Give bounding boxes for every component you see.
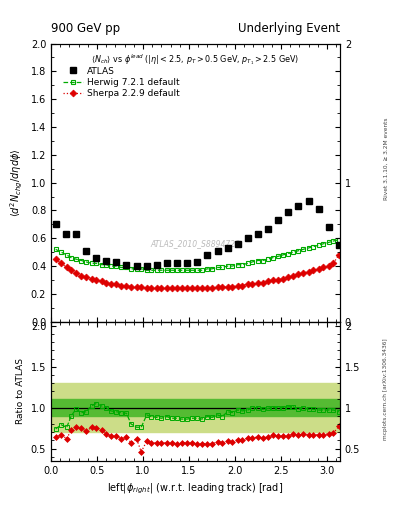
Bar bbox=[51, 383, 340, 432]
Text: ATLAS_2010_S8894728: ATLAS_2010_S8894728 bbox=[151, 239, 241, 248]
ATLAS bbox=[296, 203, 301, 209]
ATLAS bbox=[266, 225, 270, 231]
ATLAS bbox=[195, 259, 200, 265]
ATLAS bbox=[84, 248, 88, 254]
Herwig 7.2.1 default bbox=[336, 237, 341, 243]
ATLAS bbox=[124, 262, 129, 268]
ATLAS bbox=[73, 231, 78, 237]
ATLAS bbox=[144, 263, 149, 269]
Y-axis label: $\langle d^2 N_{chg}/d\eta d\phi \rangle$: $\langle d^2 N_{chg}/d\eta d\phi \rangle… bbox=[9, 148, 25, 217]
ATLAS bbox=[205, 252, 210, 258]
Text: 900 GeV pp: 900 GeV pp bbox=[51, 22, 120, 35]
Herwig 7.2.1 default bbox=[179, 267, 184, 273]
ATLAS bbox=[165, 260, 169, 266]
Y-axis label: Ratio to ATLAS: Ratio to ATLAS bbox=[16, 358, 25, 424]
Herwig 7.2.1 default bbox=[69, 254, 73, 261]
ATLAS bbox=[53, 221, 58, 227]
Herwig 7.2.1 default bbox=[129, 266, 134, 272]
Sherpa 2.2.9 default bbox=[336, 252, 341, 258]
X-axis label: left$|\phi_{right}|$ (w.r.t. leading track) [rad]: left$|\phi_{right}|$ (w.r.t. leading tra… bbox=[107, 481, 284, 496]
Text: mcplots.cern.ch [arXiv:1306.3436]: mcplots.cern.ch [arXiv:1306.3436] bbox=[384, 338, 388, 440]
ATLAS bbox=[235, 241, 240, 247]
ATLAS bbox=[306, 198, 311, 204]
Line: ATLAS: ATLAS bbox=[53, 198, 342, 269]
Sherpa 2.2.9 default bbox=[255, 280, 260, 286]
ATLAS bbox=[154, 262, 159, 268]
Sherpa 2.2.9 default bbox=[69, 267, 73, 273]
Sherpa 2.2.9 default bbox=[250, 281, 255, 287]
Herwig 7.2.1 default bbox=[250, 259, 255, 265]
Herwig 7.2.1 default bbox=[255, 258, 260, 264]
ATLAS bbox=[104, 258, 108, 264]
Sherpa 2.2.9 default bbox=[53, 256, 58, 262]
ATLAS bbox=[316, 206, 321, 212]
ATLAS bbox=[327, 224, 331, 230]
Text: Underlying Event: Underlying Event bbox=[238, 22, 340, 35]
Sherpa 2.2.9 default bbox=[129, 284, 134, 290]
ATLAS bbox=[246, 235, 250, 241]
ATLAS bbox=[134, 263, 139, 269]
ATLAS bbox=[175, 260, 180, 266]
Line: Sherpa 2.2.9 default: Sherpa 2.2.9 default bbox=[53, 252, 341, 291]
ATLAS bbox=[114, 259, 119, 265]
ATLAS bbox=[286, 209, 291, 215]
Herwig 7.2.1 default bbox=[144, 267, 149, 273]
Sherpa 2.2.9 default bbox=[64, 264, 69, 270]
ATLAS bbox=[94, 254, 99, 261]
ATLAS bbox=[276, 217, 281, 223]
Sherpa 2.2.9 default bbox=[144, 285, 149, 291]
ATLAS bbox=[255, 231, 260, 237]
Herwig 7.2.1 default bbox=[64, 252, 69, 258]
Text: Rivet 3.1.10, ≥ 3.2M events: Rivet 3.1.10, ≥ 3.2M events bbox=[384, 117, 388, 200]
Bar bbox=[51, 399, 340, 416]
ATLAS bbox=[215, 248, 220, 254]
Text: $\langle N_{ch}\rangle$ vs $\phi^{lead}$ ($|\eta|<2.5$, $p_T>0.5$ GeV, $p_{T_1}>: $\langle N_{ch}\rangle$ vs $\phi^{lead}$… bbox=[92, 52, 299, 67]
ATLAS bbox=[336, 242, 341, 248]
Herwig 7.2.1 default bbox=[53, 246, 58, 252]
Sherpa 2.2.9 default bbox=[179, 285, 184, 291]
Legend: ATLAS, Herwig 7.2.1 default, Sherpa 2.2.9 default: ATLAS, Herwig 7.2.1 default, Sherpa 2.2.… bbox=[61, 65, 181, 100]
ATLAS bbox=[63, 231, 68, 237]
ATLAS bbox=[225, 245, 230, 251]
ATLAS bbox=[185, 260, 189, 266]
Line: Herwig 7.2.1 default: Herwig 7.2.1 default bbox=[53, 237, 341, 273]
